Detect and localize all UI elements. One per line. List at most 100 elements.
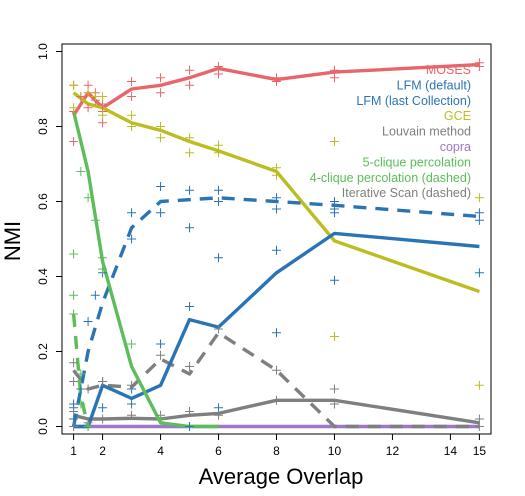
data-point: [185, 185, 195, 195]
data-point: [98, 377, 108, 386]
series-line: [71, 196, 480, 427]
x-axis: 1 2 4 6 8 10 12 14 15: [70, 434, 486, 458]
x-tick-label: 10: [328, 444, 342, 458]
data-point: [69, 290, 79, 300]
y-tick-label: 0.0: [36, 418, 50, 435]
data-point: [69, 358, 79, 368]
data-point: [214, 62, 224, 71]
data-point: [69, 80, 79, 90]
data-point: [83, 317, 93, 326]
x-tick-label: 1: [70, 444, 77, 458]
data-point: [156, 73, 166, 83]
data-point: [69, 309, 79, 319]
x-tick-label: 15: [473, 444, 487, 458]
data-point: [185, 148, 195, 158]
data-point: [83, 103, 93, 113]
legend-entry: 5-clique percolation: [363, 155, 471, 169]
data-point: [474, 380, 484, 390]
data-point: [83, 193, 93, 203]
data-point: [474, 58, 484, 68]
data-point: [272, 328, 281, 338]
data-point: [127, 208, 137, 218]
data-point: [156, 122, 166, 131]
series-line: [72, 91, 480, 294]
data-point: [272, 395, 281, 405]
data-point: [127, 399, 137, 409]
data-point: [329, 275, 339, 285]
y-tick-label: 0.4: [36, 268, 50, 285]
data-point: [83, 422, 93, 431]
y-tick-label: 0.2: [36, 343, 50, 360]
y-tick-label: 0.6: [36, 193, 50, 210]
data-point: [272, 163, 281, 173]
data-point: [329, 399, 339, 409]
data-point: [474, 193, 484, 203]
legend-entry: MOSES: [426, 63, 471, 77]
data-point: [83, 88, 93, 98]
data-point: [185, 65, 195, 75]
series-layer: [71, 62, 480, 429]
data-point: [69, 103, 79, 113]
data-point: [272, 73, 281, 83]
data-point: [474, 268, 484, 278]
data-point: [76, 167, 86, 176]
legend-entry: LFM (default): [397, 78, 471, 92]
data-point: [69, 407, 79, 416]
data-point: [90, 215, 100, 225]
data-point: [98, 414, 108, 424]
data-point: [76, 399, 86, 409]
data-point: [98, 92, 108, 101]
data-point: [90, 290, 100, 300]
data-point: [127, 77, 137, 86]
data-point: [214, 197, 224, 206]
data-point: [329, 137, 339, 146]
data-point: [69, 377, 79, 386]
data-point: [127, 122, 137, 131]
data-point: [214, 140, 224, 150]
x-tick-label: 8: [273, 444, 280, 458]
legend-entry: Louvain method: [382, 125, 471, 139]
data-point: [156, 182, 166, 191]
data-point: [156, 339, 166, 349]
data-point: [156, 350, 166, 360]
data-point: [156, 133, 166, 143]
x-axis-title: Average Overlap: [199, 464, 364, 489]
data-point: [272, 204, 281, 214]
data-point: [329, 197, 339, 206]
data-point: [214, 324, 224, 334]
data-point: [185, 133, 195, 143]
data-point: [69, 137, 79, 146]
series-line: [71, 111, 219, 429]
x-tick-label: 12: [386, 444, 400, 458]
data-point: [185, 223, 195, 233]
data-point: [156, 208, 166, 218]
data-point: [272, 193, 281, 203]
data-point: [185, 407, 195, 416]
data-point: [214, 253, 224, 263]
y-tick-label: 1.0: [36, 43, 50, 60]
data-point: [185, 80, 195, 90]
data-point: [127, 410, 137, 420]
data-point: [98, 253, 108, 263]
data-point: [76, 369, 86, 379]
data-point: [69, 249, 79, 259]
data-point: [185, 362, 195, 371]
data-point: [127, 234, 137, 244]
data-point: [83, 384, 93, 394]
data-point: [474, 422, 484, 431]
data-point: [156, 88, 166, 98]
data-point: [185, 422, 195, 431]
data-point: [98, 403, 108, 413]
x-tick-label: 4: [157, 444, 164, 458]
legend-entry: copra: [440, 140, 471, 154]
data-point: [127, 110, 137, 120]
x-tick-label: 14: [444, 444, 458, 458]
data-point: [98, 264, 108, 274]
data-point: [214, 185, 224, 195]
data-point: [214, 410, 224, 420]
legend-entry: 4-clique percolation (dashed): [310, 171, 471, 185]
data-point: [329, 384, 339, 394]
data-point: [474, 208, 484, 218]
y-tick-label: 0.8: [36, 118, 50, 135]
